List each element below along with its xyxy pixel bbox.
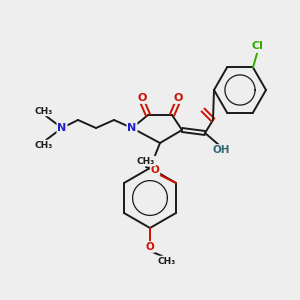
Text: CH₃: CH₃ (137, 157, 155, 166)
Text: O: O (137, 93, 147, 103)
Text: N: N (128, 123, 136, 133)
Text: N: N (57, 123, 67, 133)
Text: CH₃: CH₃ (35, 140, 53, 149)
Text: Cl: Cl (251, 41, 263, 52)
Text: O: O (151, 165, 159, 175)
Text: CH₃: CH₃ (35, 106, 53, 116)
Text: O: O (146, 242, 154, 252)
Text: CH₃: CH₃ (158, 256, 176, 266)
Text: OH: OH (212, 145, 230, 155)
Text: O: O (173, 93, 183, 103)
